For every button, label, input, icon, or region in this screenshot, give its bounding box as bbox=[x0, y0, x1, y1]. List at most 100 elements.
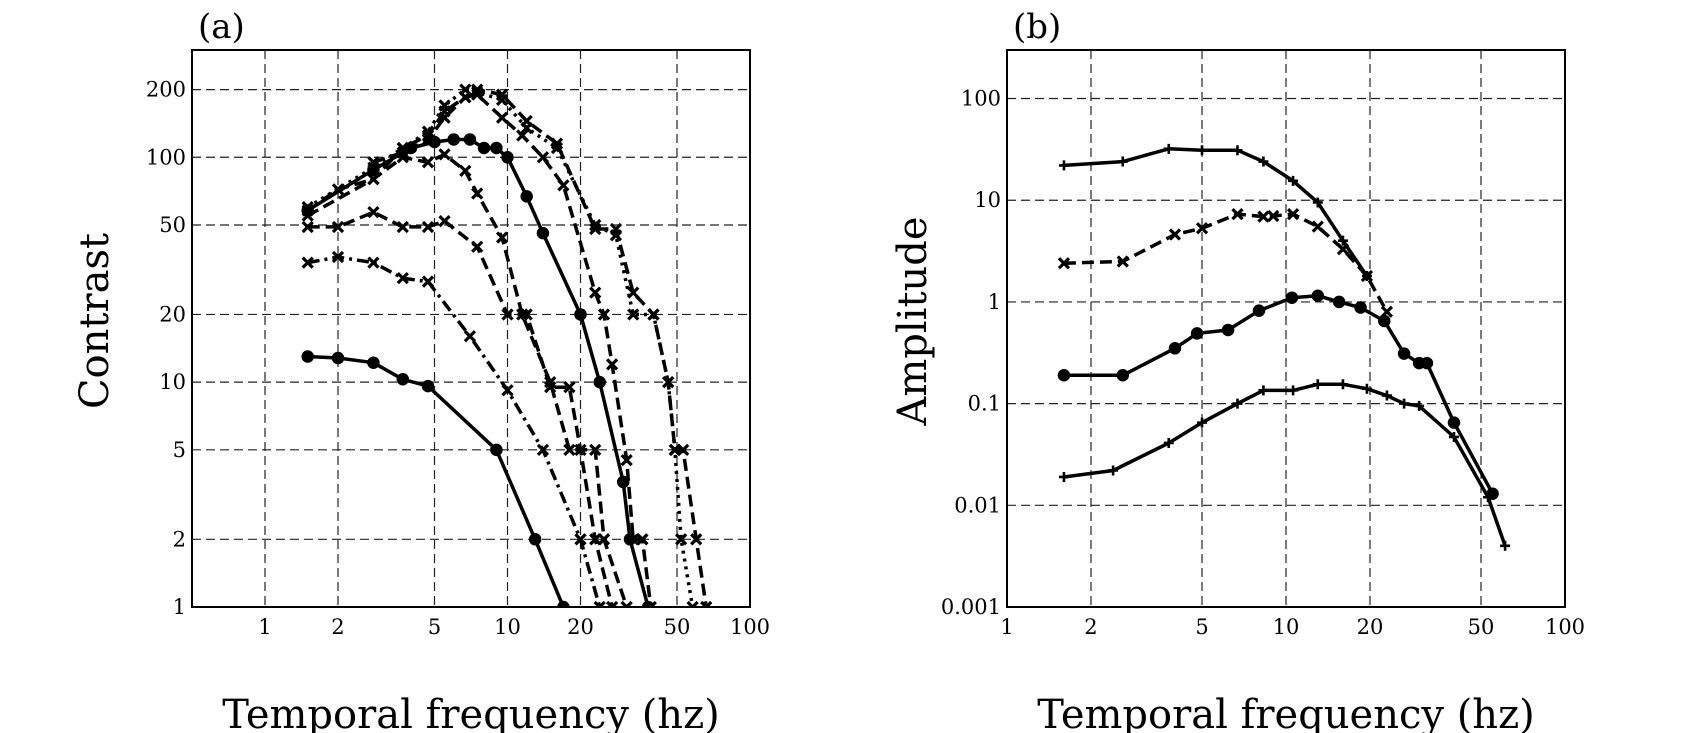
data-point bbox=[477, 141, 491, 155]
data-point bbox=[516, 308, 529, 321]
series-line bbox=[306, 87, 695, 607]
data-point bbox=[1058, 160, 1069, 171]
data-point bbox=[367, 156, 380, 169]
series-line bbox=[307, 255, 602, 607]
data-point bbox=[1397, 347, 1411, 360]
data-point bbox=[421, 220, 435, 234]
panel-b-x-tick-label: 10 bbox=[1273, 615, 1300, 639]
data-point bbox=[495, 88, 509, 101]
data-point bbox=[1448, 431, 1459, 442]
data-point bbox=[438, 111, 451, 124]
panel-a-x-tick-label: 1 bbox=[258, 615, 271, 639]
data-point bbox=[1312, 197, 1323, 208]
panel-b-y-tick-label: 0.01 bbox=[954, 493, 1001, 517]
data-point bbox=[686, 600, 699, 607]
series-line bbox=[307, 354, 566, 607]
data-point bbox=[1285, 291, 1299, 304]
data-point bbox=[589, 222, 602, 236]
data-point bbox=[520, 190, 533, 203]
data-point bbox=[574, 533, 587, 546]
panel-b-y-tick-label: 0.1 bbox=[968, 392, 1001, 416]
data-point bbox=[627, 286, 640, 299]
data-point bbox=[1232, 145, 1243, 156]
panel-b-x-tick-label: 100 bbox=[1545, 615, 1585, 639]
data-point bbox=[1231, 207, 1244, 221]
panel-b-series-2 bbox=[1057, 207, 1394, 318]
data-point bbox=[690, 533, 703, 546]
data-point bbox=[501, 308, 514, 321]
panel-b-frame bbox=[1006, 49, 1566, 608]
data-point bbox=[536, 151, 550, 164]
data-point bbox=[1163, 143, 1174, 154]
data-point bbox=[557, 600, 570, 607]
data-point bbox=[605, 600, 619, 607]
panel-a-x-tick-label: 20 bbox=[567, 615, 594, 639]
panel-a-frame bbox=[191, 49, 751, 608]
data-point bbox=[1447, 416, 1461, 429]
data-point bbox=[367, 256, 380, 269]
data-point bbox=[589, 443, 602, 456]
panel-a-y-label: Contrast bbox=[72, 233, 118, 409]
data-point bbox=[396, 373, 410, 386]
panel-b-y-tick-label: 10 bbox=[974, 188, 1001, 212]
data-point bbox=[1337, 235, 1348, 246]
data-point bbox=[620, 600, 633, 607]
data-point bbox=[1108, 465, 1119, 476]
data-point bbox=[1337, 379, 1348, 390]
panel-b-series-1 bbox=[1058, 143, 1372, 281]
data-point bbox=[396, 272, 409, 285]
data-point bbox=[620, 453, 633, 467]
data-point bbox=[662, 376, 675, 389]
data-point bbox=[1163, 437, 1174, 448]
data-point bbox=[644, 600, 657, 607]
panel-a-series-4 bbox=[301, 148, 633, 607]
panel-b: (b) 1 2 5 10 20 50 100 0.001 0.01 0.1 1 10 100 Temp… bbox=[890, 7, 1585, 733]
panel-a-label: (a) bbox=[198, 7, 245, 47]
data-point bbox=[1336, 243, 1350, 256]
data-point bbox=[636, 533, 649, 546]
panel-b-x-tick-label: 20 bbox=[1357, 615, 1384, 639]
panel-b-grid bbox=[1007, 50, 1565, 607]
data-point bbox=[597, 308, 611, 321]
panel-b-x-tick-label: 2 bbox=[1084, 615, 1097, 639]
data-point bbox=[574, 308, 587, 321]
data-point bbox=[516, 129, 529, 142]
panel-a-y-tick-label: 1 bbox=[173, 595, 186, 619]
panel-b-y-tick-label: 100 bbox=[961, 87, 1001, 111]
data-point bbox=[421, 156, 435, 169]
data-point bbox=[1190, 327, 1204, 340]
series-line bbox=[1063, 382, 1507, 547]
panel-a-series-2 bbox=[301, 250, 606, 607]
data-point bbox=[1058, 471, 1069, 482]
data-point bbox=[459, 91, 472, 104]
data-point bbox=[438, 215, 451, 228]
series-line bbox=[307, 210, 614, 607]
data-point bbox=[438, 148, 451, 161]
panel-a-x-label: Temporal frequency (hz) bbox=[222, 692, 720, 733]
data-point bbox=[1312, 379, 1323, 390]
data-point bbox=[1232, 398, 1243, 409]
data-point bbox=[1057, 257, 1071, 270]
series-line bbox=[306, 92, 653, 607]
data-point bbox=[463, 133, 477, 146]
data-point bbox=[495, 111, 509, 124]
data-point bbox=[1168, 342, 1182, 355]
panel-b-x-ticks: 1 2 5 10 20 50 100 bbox=[1000, 615, 1585, 639]
panel-a-y-ticks: 1 2 5 10 20 50 100 200 bbox=[146, 78, 186, 619]
data-point bbox=[563, 381, 576, 394]
data-point bbox=[605, 358, 619, 371]
panel-b-x-tick-label: 5 bbox=[1195, 615, 1208, 639]
panel-a-series-3 bbox=[301, 206, 619, 607]
data-point bbox=[1483, 492, 1494, 503]
data-point bbox=[1378, 314, 1391, 328]
data-point bbox=[528, 533, 542, 546]
data-point bbox=[421, 133, 435, 146]
data-point bbox=[301, 256, 314, 269]
series-line bbox=[306, 137, 650, 607]
data-point bbox=[471, 83, 484, 96]
data-point bbox=[609, 222, 623, 236]
data-point bbox=[1258, 156, 1269, 167]
data-point bbox=[563, 443, 576, 456]
panel-a-y-tick-label: 10 bbox=[159, 370, 186, 394]
panel-a-y-tick-label: 5 bbox=[173, 438, 186, 462]
